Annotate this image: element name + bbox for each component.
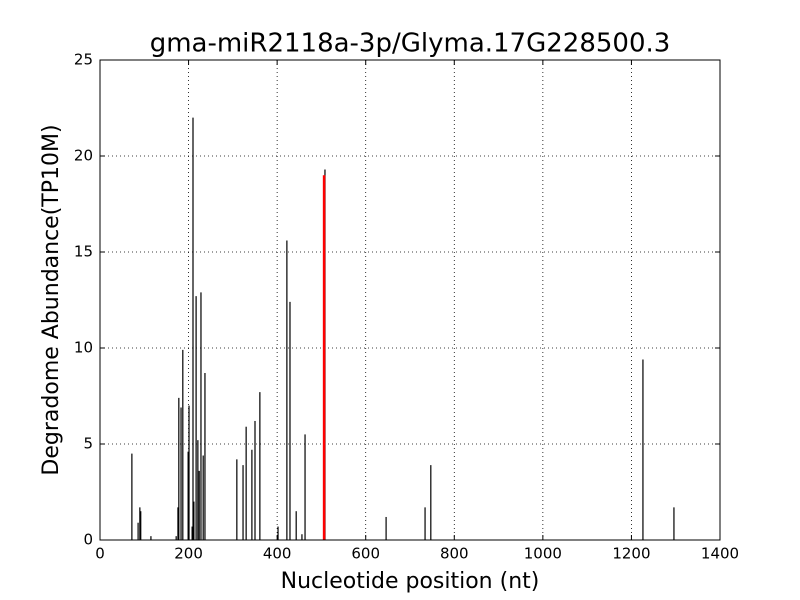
y-tick-label: 15	[74, 243, 93, 261]
y-tick-label: 10	[74, 339, 93, 357]
y-tick-label: 25	[74, 51, 93, 69]
y-tick-label: 5	[83, 435, 93, 453]
x-tick-label: 600	[351, 545, 380, 563]
x-tick-label: 400	[263, 545, 292, 563]
x-tick-label: 0	[95, 545, 105, 563]
x-tick-label: 800	[440, 545, 469, 563]
x-axis-label: Nucleotide position (nt)	[281, 569, 540, 594]
y-axis-label: Degradome Abundance(TP10M)	[39, 124, 64, 475]
x-tick-label: 1200	[612, 545, 650, 563]
x-tick-label: 200	[174, 545, 203, 563]
chart-title: gma-miR2118a-3p/Glyma.17G228500.3	[150, 29, 671, 59]
x-tick-label: 1000	[524, 545, 562, 563]
x-tick-label: 1400	[701, 545, 739, 563]
y-tick-label: 0	[83, 531, 93, 549]
y-tick-label: 20	[74, 147, 93, 165]
plot-frame	[99, 59, 721, 541]
